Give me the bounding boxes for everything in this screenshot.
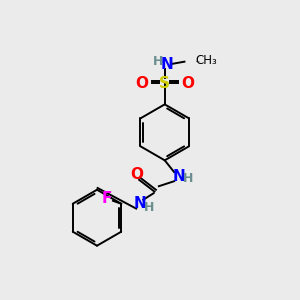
- Text: H: H: [144, 201, 154, 214]
- Text: O: O: [130, 167, 143, 182]
- Text: H: H: [153, 55, 164, 68]
- Text: N: N: [133, 196, 146, 211]
- Text: H: H: [183, 172, 194, 185]
- Text: N: N: [161, 56, 173, 71]
- Text: O: O: [182, 76, 194, 91]
- Text: methyl: methyl: [196, 61, 200, 62]
- Text: F: F: [101, 191, 112, 206]
- Text: CH₃: CH₃: [195, 54, 217, 67]
- Text: S: S: [159, 76, 170, 91]
- Text: N: N: [172, 169, 185, 184]
- Text: O: O: [135, 76, 148, 91]
